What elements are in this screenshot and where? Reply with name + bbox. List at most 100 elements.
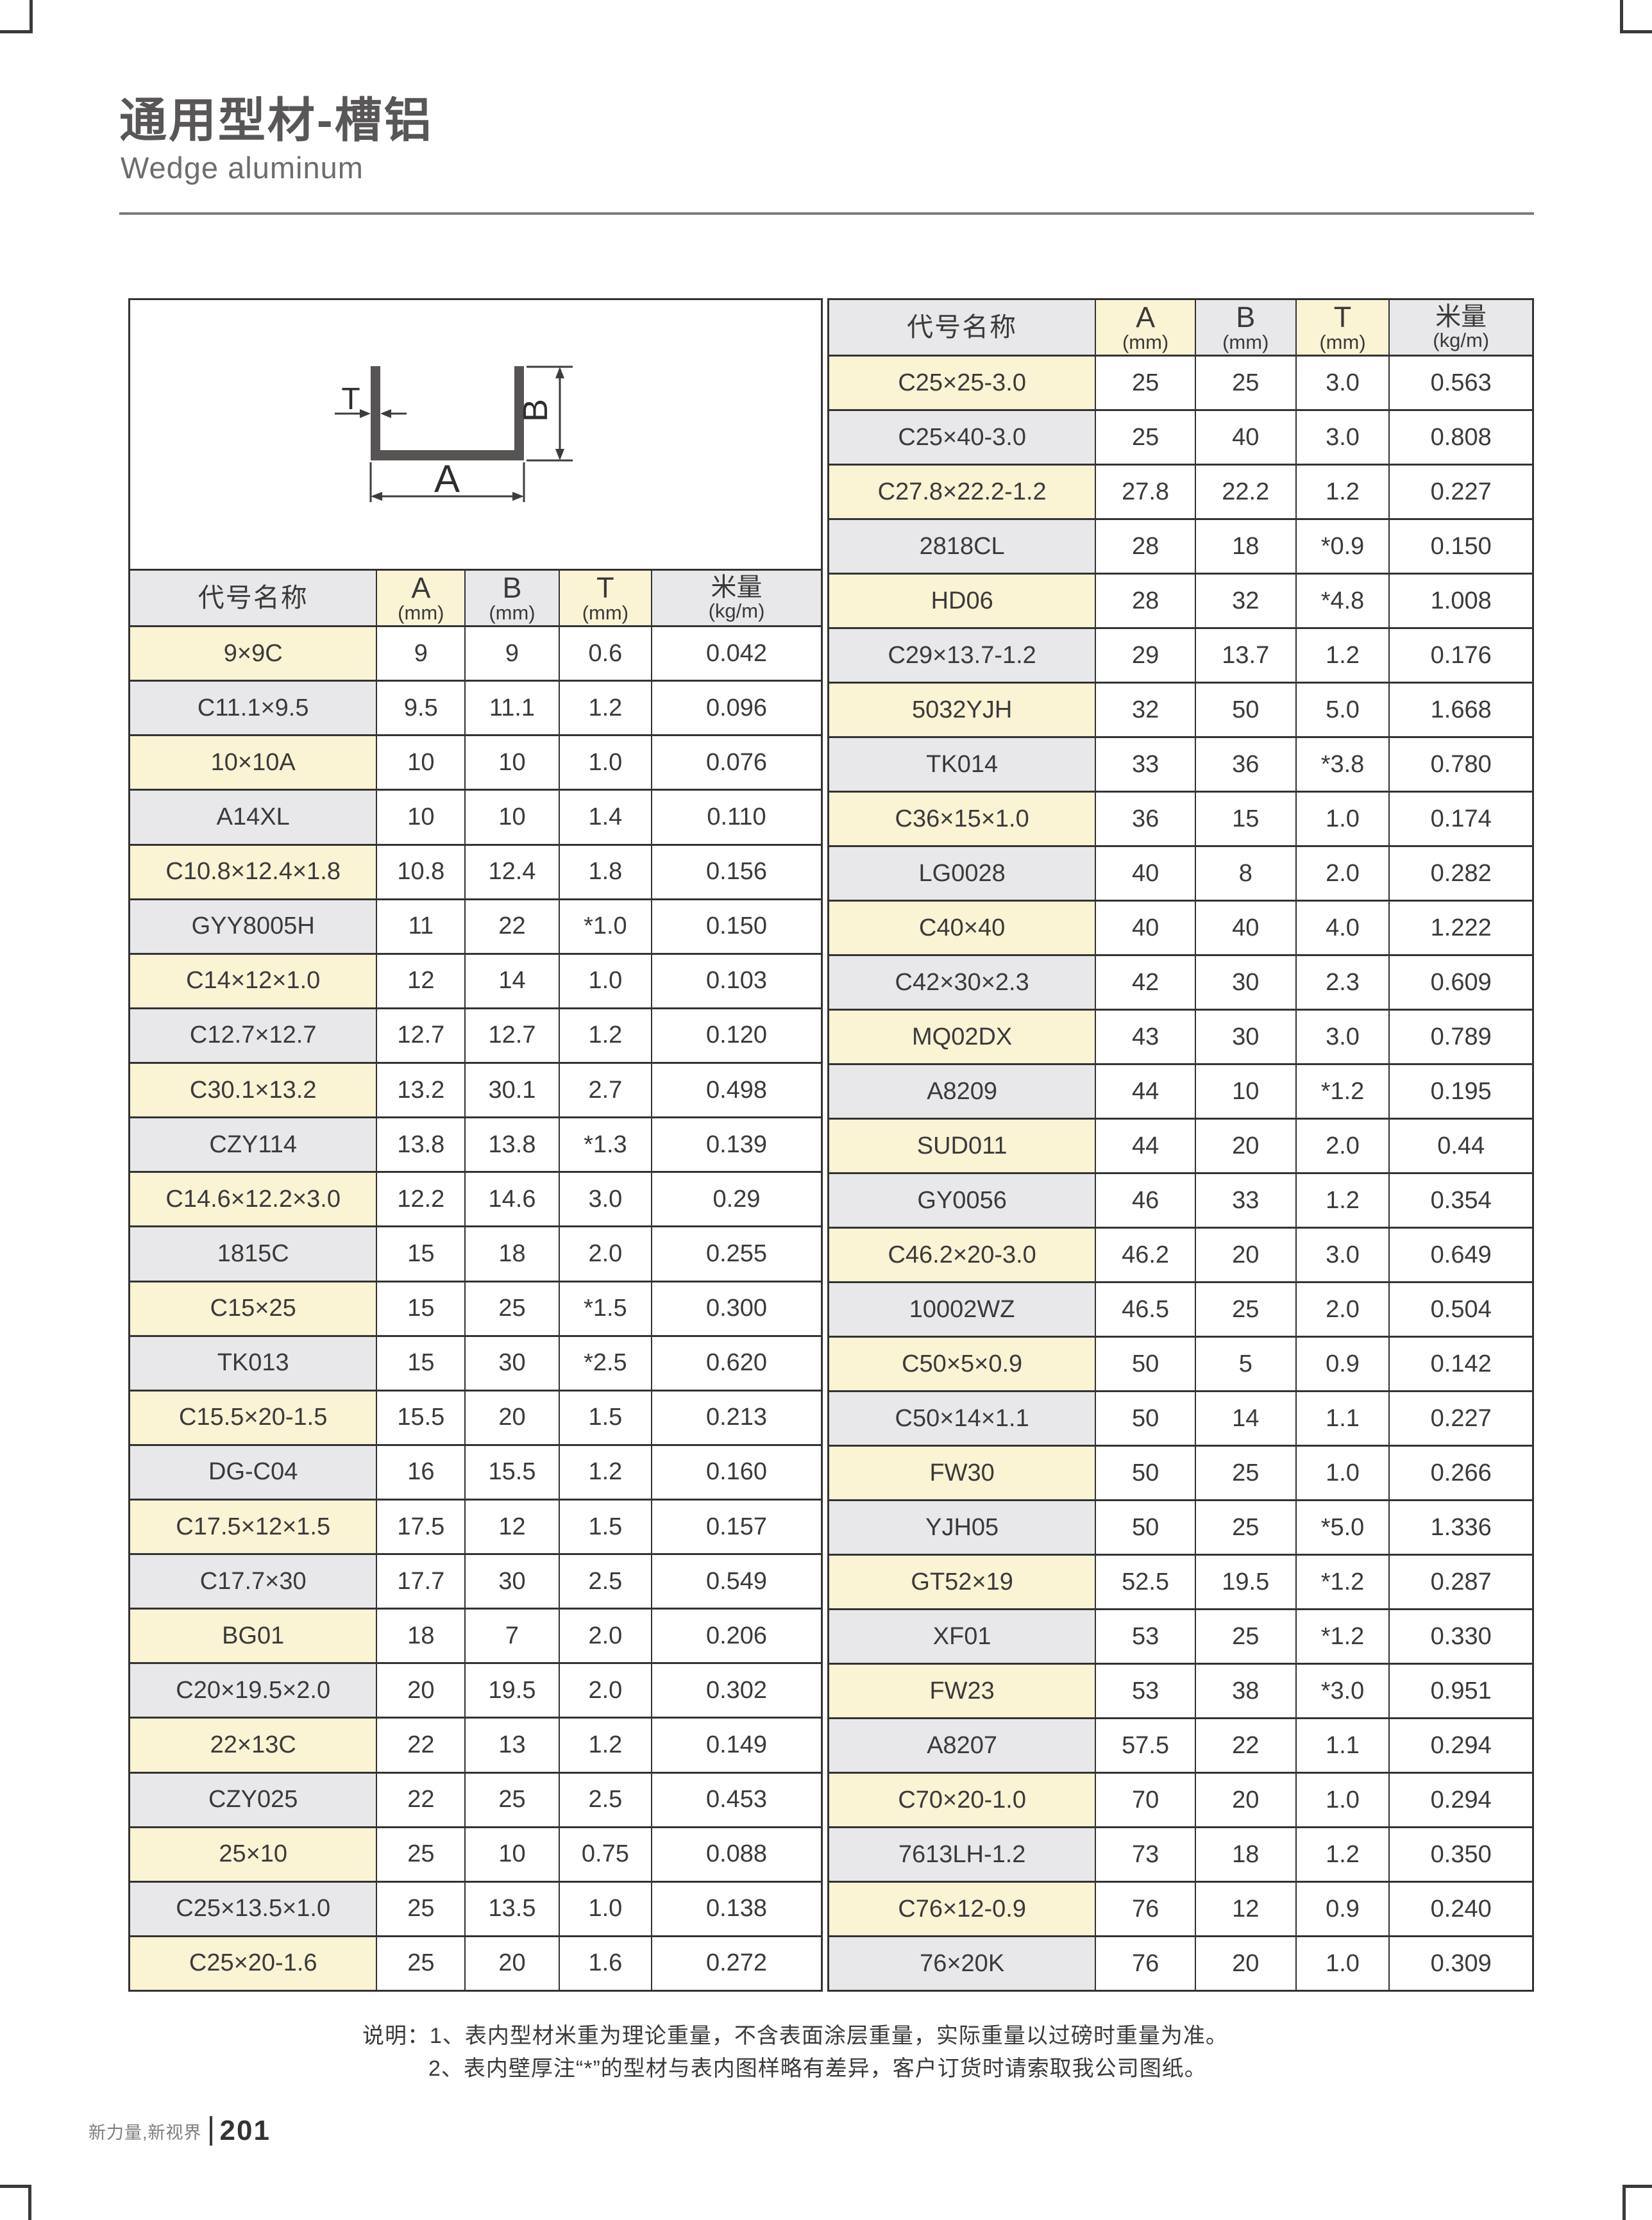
profile-code-cell: C14×12×1.0 — [130, 952, 376, 1007]
profile-code-cell: GYY8005H — [130, 898, 376, 953]
dim-a-cell: 28 — [1095, 518, 1195, 573]
profile-code-cell: TK014 — [829, 736, 1095, 791]
dim-a-cell: 22 — [376, 1771, 465, 1826]
profile-code-cell: SUD011 — [829, 1118, 1095, 1172]
profile-code-cell: C11.1×9.5 — [130, 680, 376, 735]
dim-b-cell: 30 — [1194, 954, 1295, 1009]
dim-b-cell: 13 — [464, 1717, 559, 1772]
profile-code-cell: C17.7×30 — [130, 1553, 376, 1608]
footnotes: 说明：1、表内型材米重为理论重量，不含表面涂层重量，实际重量以过磅时重量为准。 … — [362, 2020, 1228, 2085]
weight-cell: 0.44 — [1388, 1118, 1532, 1172]
footnote-line-1: 说明：1、表内型材米重为理论重量，不含表面涂层重量，实际重量以过磅时重量为准。 — [362, 2024, 1228, 2048]
dim-b-cell: 20 — [464, 1935, 559, 1990]
weight-cell: 0.453 — [651, 1771, 821, 1826]
profile-code-cell: C36×15×1.0 — [829, 791, 1095, 845]
col-header-weight: 米量 (kg/m) — [651, 571, 821, 626]
dim-a-cell: 15 — [376, 1225, 465, 1281]
dim-t-cell: 0.9 — [1295, 1881, 1389, 1935]
title-divider — [119, 212, 1534, 215]
dim-a-cell: 43 — [1095, 1009, 1195, 1063]
dim-t-cell: 2.7 — [558, 1062, 652, 1117]
dim-t-cell: *0.9 — [1295, 518, 1389, 573]
dim-label-b: B — [516, 399, 555, 422]
profile-code-cell: TK013 — [130, 1334, 376, 1390]
dim-t-cell: 2.3 — [1295, 954, 1389, 1009]
dim-a-cell: 10 — [376, 734, 465, 789]
dim-label-a: A — [434, 457, 460, 500]
dim-b-cell: 14.6 — [464, 1171, 559, 1226]
dim-b-cell: 30 — [464, 1334, 559, 1390]
profile-code-cell: 2818CL — [829, 518, 1095, 573]
weight-cell: 0.150 — [651, 898, 821, 953]
dim-t-cell: 1.2 — [558, 1717, 652, 1772]
dim-a-cell: 50 — [1095, 1336, 1195, 1390]
dim-b-cell: 12.4 — [464, 843, 559, 898]
arrow-left-icon — [371, 492, 382, 501]
dim-a-cell: 40 — [1095, 900, 1195, 954]
dim-a-cell: 46.2 — [1095, 1227, 1195, 1281]
dim-b-cell: 20 — [1194, 1772, 1295, 1826]
u-channel-shape — [371, 366, 524, 460]
dim-t-cell: 2.0 — [558, 1225, 652, 1281]
weight-cell: 0.138 — [651, 1880, 821, 1935]
dim-a-cell: 40 — [1095, 845, 1195, 900]
weight-cell: 0.150 — [1388, 518, 1532, 573]
dim-a-cell: 12 — [376, 952, 465, 1007]
weight-cell: 0.808 — [1388, 409, 1532, 464]
crop-mark-top-left-icon — [0, 0, 33, 33]
dim-a-cell: 76 — [1095, 1881, 1195, 1935]
dim-a-cell: 25 — [376, 1826, 465, 1881]
weight-cell: 0.330 — [1388, 1608, 1532, 1663]
weight-cell: 0.951 — [1388, 1663, 1532, 1717]
dim-b-cell: 10 — [464, 734, 559, 789]
dim-b-cell: 9 — [464, 625, 559, 680]
dim-a-cell: 44 — [1095, 1118, 1195, 1172]
col-header-a: A (mm) — [376, 571, 465, 626]
dim-b-cell: 25 — [1194, 1445, 1295, 1499]
dim-t-cell: 1.8 — [558, 843, 652, 898]
weight-cell: 0.309 — [1388, 1935, 1532, 1990]
dim-a-cell: 46 — [1095, 1172, 1195, 1227]
dim-t-cell: 1.2 — [558, 680, 652, 735]
profile-code-cell: C14.6×12.2×3.0 — [130, 1171, 376, 1226]
weight-cell: 0.282 — [1388, 845, 1532, 900]
dim-b-cell: 20 — [1194, 1118, 1295, 1172]
dim-a-cell: 46.5 — [1095, 1281, 1195, 1336]
weight-cell: 0.213 — [651, 1389, 821, 1444]
profile-code-cell: C27.8×22.2-1.2 — [829, 464, 1095, 518]
profile-code-cell: HD06 — [829, 573, 1095, 627]
dim-b-cell: 25 — [464, 1771, 559, 1826]
weight-cell: 0.076 — [651, 734, 821, 789]
dim-b-cell: 25 — [1194, 1499, 1295, 1554]
dim-b-cell: 50 — [1194, 682, 1295, 736]
dim-t-cell: 1.2 — [1295, 464, 1389, 518]
profile-code-cell: 7613LH-1.2 — [829, 1826, 1095, 1881]
dim-b-cell: 18 — [464, 1225, 559, 1281]
col-header-b: B (mm) — [1194, 300, 1295, 355]
weight-cell: 1.336 — [1388, 1499, 1532, 1554]
weight-cell: 0.300 — [651, 1280, 821, 1335]
weight-cell: 0.174 — [1388, 791, 1532, 845]
dim-b-cell: 13.7 — [1194, 627, 1295, 682]
col-header-name: 代号名称 — [829, 300, 1095, 355]
dim-b-cell: 32 — [1194, 573, 1295, 627]
dim-a-cell: 18 — [376, 1608, 465, 1663]
dim-a-cell: 44 — [1095, 1063, 1195, 1118]
dim-t-cell: 1.0 — [1295, 1772, 1389, 1826]
dim-b-cell: 22.2 — [1194, 464, 1295, 518]
col-header-a: A (mm) — [1095, 300, 1195, 355]
page-header: 通用型材-槽铝 Wedge aluminum — [119, 95, 434, 185]
profile-code-cell: C42×30×2.3 — [829, 954, 1095, 1009]
weight-cell: 0.287 — [1388, 1554, 1532, 1608]
dim-t-cell: 1.2 — [1295, 1172, 1389, 1227]
dim-b-cell: 19.5 — [1194, 1554, 1295, 1608]
dim-a-cell: 17.7 — [376, 1553, 465, 1608]
profile-code-cell: DG-C04 — [130, 1443, 376, 1499]
dim-t-cell: *1.2 — [1295, 1608, 1389, 1663]
dim-b-cell: 11.1 — [464, 680, 559, 735]
profile-code-cell: C70×20-1.0 — [829, 1772, 1095, 1826]
dim-t-cell: *2.5 — [558, 1334, 652, 1390]
dim-t-cell: 1.4 — [558, 789, 652, 844]
dim-b-cell: 13.5 — [464, 1880, 559, 1935]
